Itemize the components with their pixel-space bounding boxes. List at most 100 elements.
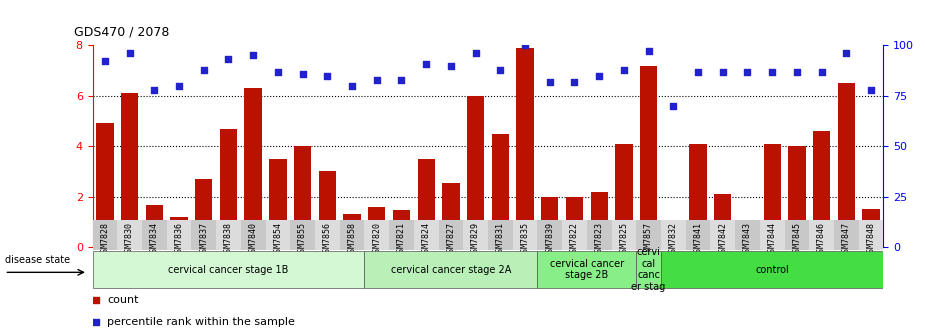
Point	[419, 61, 434, 66]
Bar	[516, 48, 534, 247]
Point	[493, 67, 508, 72]
Text: GSM7854: GSM7854	[274, 222, 282, 257]
Bar	[92, 251, 364, 288]
Bar	[735, 220, 759, 250]
Text: GSM7824: GSM7824	[422, 222, 431, 257]
Text: GSM7820: GSM7820	[372, 222, 381, 257]
Point	[468, 51, 483, 56]
Point	[691, 69, 706, 74]
Bar	[195, 179, 213, 247]
Bar	[191, 220, 216, 250]
Text: GSM7844: GSM7844	[768, 222, 777, 257]
Text: GSM7822: GSM7822	[570, 222, 579, 257]
Point	[740, 69, 755, 74]
Point	[196, 67, 211, 72]
Bar	[636, 251, 661, 288]
Bar	[393, 210, 410, 247]
Text: GSM7823: GSM7823	[595, 222, 604, 257]
Bar	[339, 220, 364, 250]
Point	[221, 57, 236, 62]
Bar	[216, 220, 240, 250]
Bar	[96, 124, 114, 247]
Bar	[343, 214, 361, 247]
Point	[592, 73, 607, 78]
Point	[443, 63, 458, 68]
Point	[369, 77, 384, 82]
Bar	[442, 183, 460, 247]
Bar	[759, 220, 784, 250]
Bar	[488, 220, 512, 250]
Point	[518, 43, 533, 48]
Text: control: control	[756, 265, 789, 275]
Text: GSM7838: GSM7838	[224, 222, 233, 257]
Point	[542, 79, 557, 84]
Point	[394, 77, 409, 82]
Text: cervical cancer stage 1B: cervical cancer stage 1B	[168, 265, 289, 275]
Bar	[784, 220, 809, 250]
Bar	[661, 220, 685, 250]
Text: GSM7846: GSM7846	[817, 222, 826, 257]
Text: count: count	[107, 295, 139, 305]
Bar	[290, 220, 314, 250]
Bar	[413, 220, 438, 250]
Text: GSM7827: GSM7827	[447, 222, 455, 257]
Text: cervi
cal
canc
er stag: cervi cal canc er stag	[632, 247, 666, 292]
Text: GSM7835: GSM7835	[521, 222, 529, 257]
Point	[567, 79, 582, 84]
Bar	[438, 220, 463, 250]
Bar	[788, 146, 806, 247]
Point	[765, 69, 780, 74]
Bar	[417, 159, 435, 247]
Text: GSM7829: GSM7829	[471, 222, 480, 257]
Point	[616, 67, 631, 72]
Bar	[92, 220, 117, 250]
Text: GSM7830: GSM7830	[125, 222, 134, 257]
Bar	[615, 144, 633, 247]
Text: cervical cancer stage 2A: cervical cancer stage 2A	[390, 265, 511, 275]
Point	[270, 69, 285, 74]
Bar	[739, 235, 756, 247]
Bar	[314, 220, 339, 250]
Text: GSM7841: GSM7841	[694, 222, 702, 257]
Bar	[689, 144, 707, 247]
Text: percentile rank within the sample: percentile rank within the sample	[107, 317, 295, 327]
Bar	[562, 220, 586, 250]
Bar	[862, 209, 880, 247]
Point	[839, 51, 854, 56]
Point	[97, 59, 112, 64]
Text: GSM7858: GSM7858	[348, 222, 356, 257]
Text: GSM7840: GSM7840	[249, 222, 258, 257]
Bar	[665, 224, 682, 247]
Bar	[142, 220, 166, 250]
Bar	[269, 159, 287, 247]
Bar	[636, 220, 661, 250]
Bar	[640, 66, 658, 247]
Text: GSM7847: GSM7847	[842, 222, 851, 257]
Bar	[537, 220, 562, 250]
Bar	[858, 220, 883, 250]
Text: GSM7843: GSM7843	[743, 222, 752, 257]
Point	[246, 53, 261, 58]
Text: GSM7848: GSM7848	[867, 222, 876, 257]
Point	[295, 71, 310, 76]
Bar	[117, 220, 142, 250]
Bar	[586, 220, 611, 250]
Bar	[467, 96, 484, 247]
Bar	[492, 134, 509, 247]
Bar	[809, 220, 834, 250]
Bar	[813, 131, 831, 247]
Point	[715, 69, 730, 74]
Bar	[512, 220, 537, 250]
Bar	[318, 171, 336, 247]
Bar	[220, 129, 237, 247]
Point	[122, 51, 137, 56]
Point	[789, 69, 804, 74]
Bar	[463, 220, 488, 250]
Bar	[294, 146, 311, 247]
Bar	[368, 207, 386, 247]
Bar	[364, 220, 389, 250]
Text: GSM7831: GSM7831	[496, 222, 505, 257]
Bar	[170, 217, 188, 247]
Bar	[714, 194, 732, 247]
Text: GSM7821: GSM7821	[397, 222, 406, 257]
